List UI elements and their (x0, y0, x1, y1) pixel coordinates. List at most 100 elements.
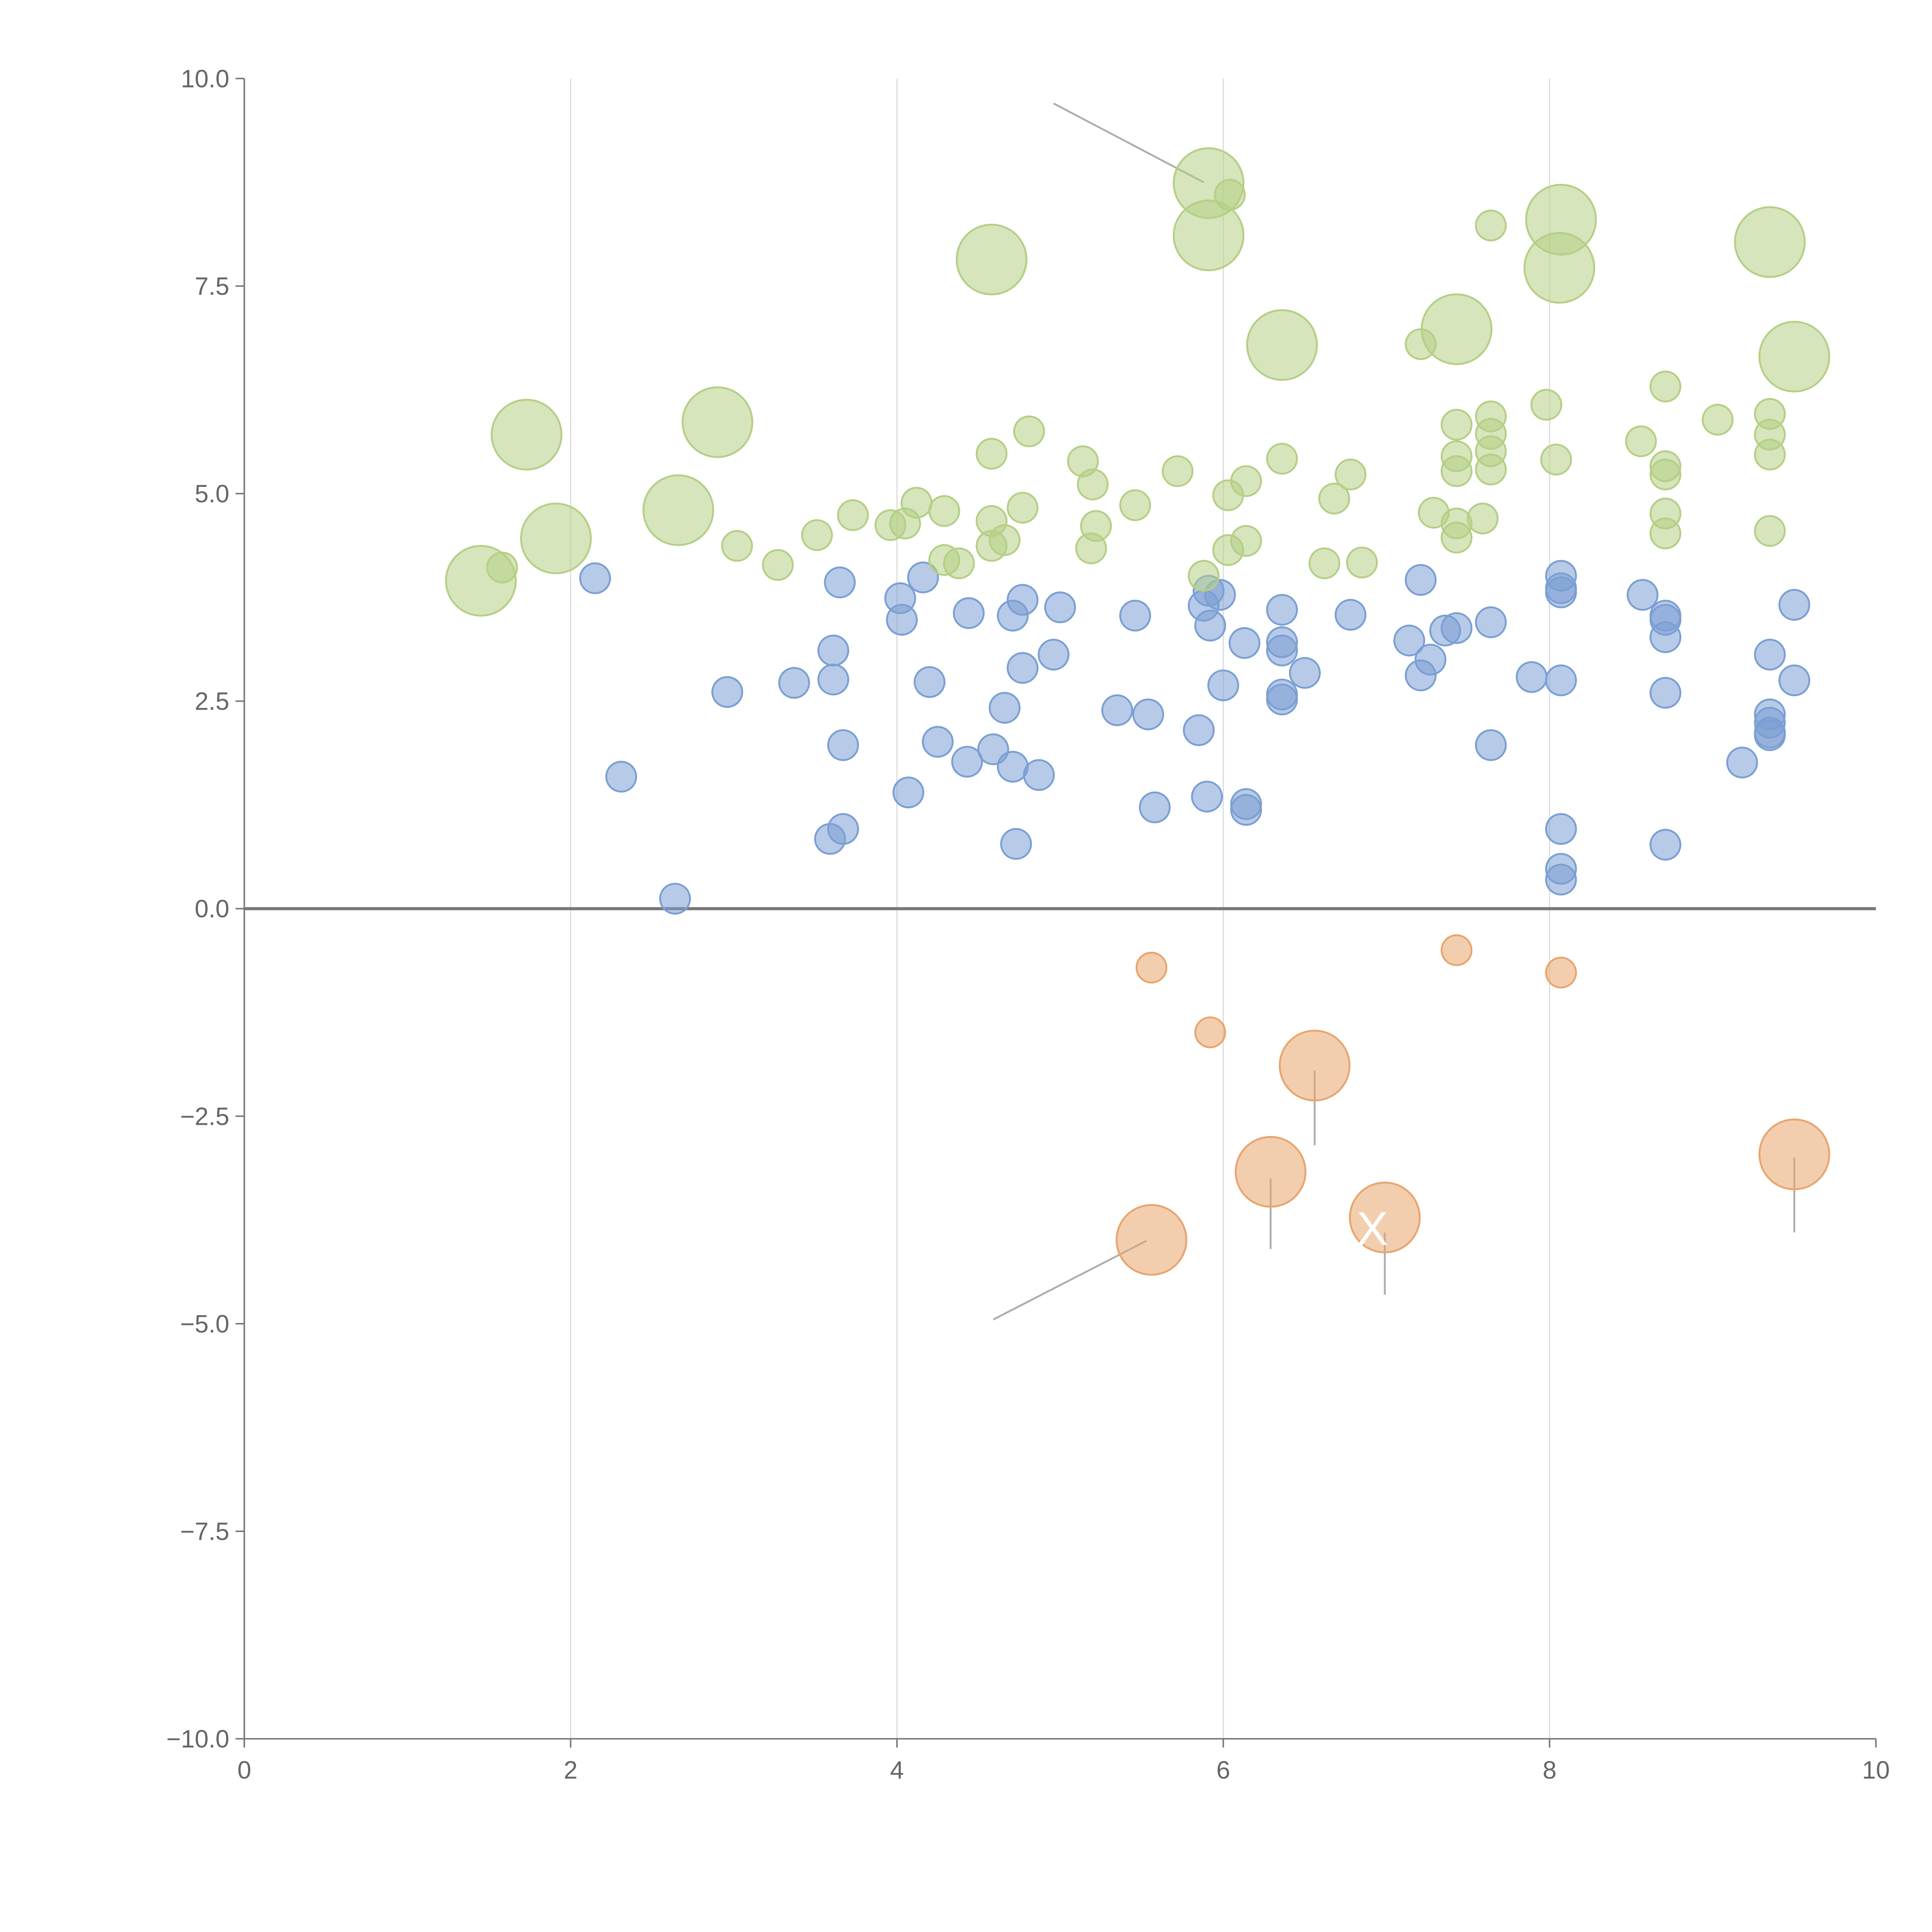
data-point (1420, 293, 1493, 365)
data-point (1530, 389, 1563, 421)
data-point (1289, 657, 1321, 689)
series-orange (1116, 934, 1830, 1276)
series-green (445, 147, 1830, 617)
x-tick-label: 6 (1216, 1756, 1230, 1784)
data-point (1335, 458, 1367, 491)
data-point (1545, 864, 1577, 896)
data-point (1235, 1136, 1307, 1208)
data-point (1228, 627, 1260, 659)
data-point (605, 760, 637, 793)
y-tick-label: −2.5 (180, 1102, 229, 1130)
x-tick-label: 8 (1543, 1756, 1556, 1784)
data-points (445, 147, 1830, 1276)
data-point (1013, 415, 1045, 447)
data-point (1475, 729, 1507, 761)
data-point (1734, 206, 1806, 278)
data-point (1778, 664, 1810, 696)
data-point (1649, 458, 1682, 491)
data-point (886, 604, 918, 636)
data-point (1540, 444, 1572, 476)
data-point (1758, 321, 1830, 393)
data-point (659, 883, 691, 915)
data-point (1515, 661, 1548, 693)
data-point (913, 666, 946, 698)
data-point (1414, 643, 1447, 676)
data-point (1467, 502, 1499, 535)
data-point (1266, 594, 1298, 626)
data-point (1754, 439, 1786, 471)
data-point (943, 547, 975, 580)
y-tick-label: 2.5 (195, 687, 230, 715)
data-point (1545, 813, 1577, 845)
data-point (1702, 404, 1734, 436)
y-tick-label: 10.0 (181, 65, 230, 93)
data-point (1545, 664, 1577, 696)
data-point (1649, 517, 1682, 549)
data-point (1132, 698, 1164, 731)
data-point (1349, 1182, 1421, 1253)
data-point (1440, 455, 1473, 487)
data-point (1116, 1204, 1187, 1276)
data-point (1007, 652, 1039, 684)
data-point (1230, 794, 1262, 826)
data-point (1649, 677, 1682, 709)
x-tick-label: 2 (564, 1756, 578, 1784)
x-tick-label: 4 (890, 1756, 904, 1784)
series-blue (579, 560, 1810, 915)
data-point (711, 676, 743, 708)
data-point (1335, 599, 1367, 631)
data-point (817, 634, 849, 667)
data-point (1173, 199, 1245, 272)
data-point (1754, 639, 1786, 671)
data-point (491, 399, 563, 471)
data-point (1194, 1016, 1226, 1048)
data-point (1023, 759, 1055, 791)
data-point (1007, 584, 1039, 616)
data-point (1077, 468, 1109, 500)
data-point (1754, 515, 1786, 547)
data-point (892, 776, 924, 808)
annotation-label: X (1357, 1202, 1388, 1255)
data-point (1230, 465, 1262, 497)
data-point (1649, 621, 1682, 653)
data-point (642, 474, 714, 546)
y-tick-label: 5.0 (195, 480, 230, 508)
data-point (824, 566, 856, 599)
y-tick-label: 7.5 (195, 272, 230, 300)
data-point (1188, 560, 1220, 592)
data-point (1246, 309, 1318, 381)
y-tick-label: −10.0 (166, 1725, 229, 1753)
annotations: X (1357, 1202, 1388, 1255)
data-point (1135, 952, 1168, 984)
data-point (922, 726, 954, 758)
data-point (1207, 669, 1239, 701)
data-point (1101, 694, 1133, 726)
data-point (1191, 781, 1223, 813)
data-point (1044, 591, 1076, 623)
data-point (1230, 525, 1262, 557)
y-tick-label: −5.0 (180, 1310, 229, 1338)
data-point (1318, 483, 1350, 515)
data-point (1440, 934, 1473, 966)
data-point (1393, 624, 1425, 656)
data-point (778, 667, 810, 699)
data-point (1266, 684, 1298, 716)
data-point (827, 729, 859, 761)
data-point (1440, 612, 1473, 644)
data-point (1308, 547, 1340, 580)
data-point (1475, 606, 1507, 638)
data-point (1139, 791, 1171, 823)
data-point (1545, 956, 1577, 989)
data-point (1007, 492, 1039, 524)
data-point (976, 438, 1008, 470)
data-point (1475, 453, 1507, 486)
data-point (1162, 455, 1194, 487)
data-point (956, 223, 1027, 296)
data-point (827, 813, 859, 845)
data-point (952, 597, 985, 629)
data-point (988, 692, 1021, 724)
y-tick-label: −7.5 (180, 1517, 229, 1545)
data-point (520, 502, 592, 575)
data-point (1405, 564, 1437, 596)
